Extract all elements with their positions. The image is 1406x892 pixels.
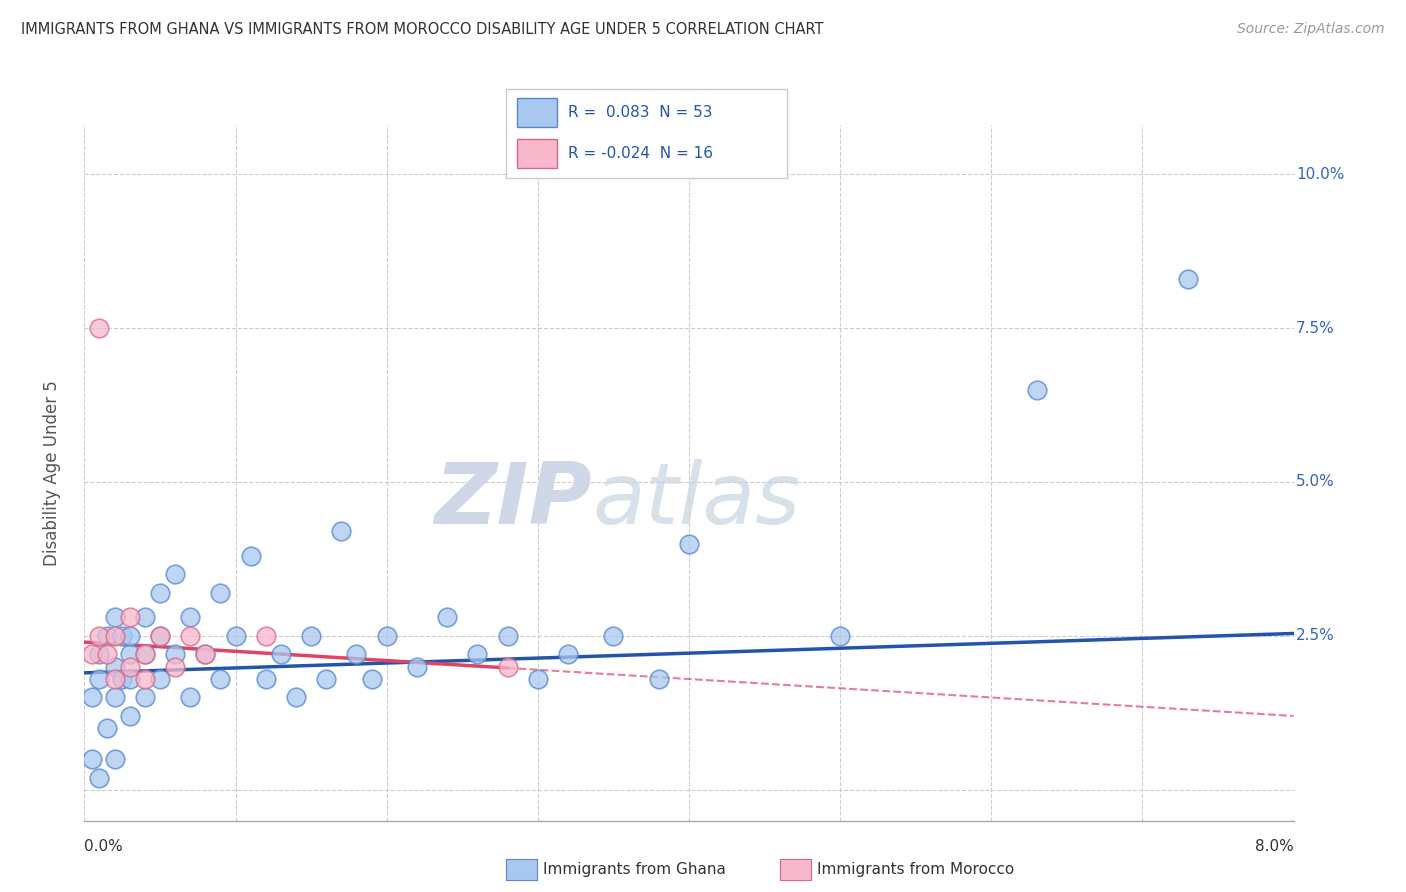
Point bbox=[179, 690, 201, 705]
Text: ZIP: ZIP bbox=[434, 459, 592, 542]
Point bbox=[96, 721, 118, 735]
Point bbox=[254, 672, 277, 686]
Point bbox=[149, 629, 172, 643]
Point bbox=[89, 321, 111, 335]
Point bbox=[209, 586, 232, 600]
Point bbox=[165, 567, 187, 582]
Point bbox=[89, 672, 111, 686]
Point bbox=[284, 690, 308, 705]
Point bbox=[104, 672, 127, 686]
Text: 0.0%: 0.0% bbox=[84, 839, 124, 855]
Point bbox=[436, 610, 458, 624]
Point bbox=[254, 629, 277, 643]
Text: R =  0.083  N = 53: R = 0.083 N = 53 bbox=[568, 105, 713, 120]
Point bbox=[678, 536, 700, 550]
Point bbox=[118, 648, 141, 662]
Bar bbox=[517, 98, 557, 127]
Point bbox=[375, 629, 398, 643]
Point bbox=[149, 629, 172, 643]
Point bbox=[80, 648, 103, 662]
Point bbox=[330, 524, 353, 539]
Point bbox=[179, 610, 201, 624]
Point bbox=[89, 771, 111, 785]
Point bbox=[149, 672, 172, 686]
Point bbox=[1025, 383, 1047, 397]
Point bbox=[360, 672, 382, 686]
Point bbox=[496, 659, 519, 673]
Text: 2.5%: 2.5% bbox=[1296, 629, 1334, 643]
Point bbox=[104, 610, 127, 624]
Point bbox=[134, 672, 156, 686]
Point bbox=[96, 629, 118, 643]
Point bbox=[179, 629, 201, 643]
Point bbox=[111, 629, 134, 643]
Point bbox=[557, 648, 579, 662]
Point bbox=[467, 648, 489, 662]
Point bbox=[134, 648, 156, 662]
Point bbox=[89, 629, 111, 643]
Point bbox=[194, 648, 217, 662]
Text: Immigrants from Ghana: Immigrants from Ghana bbox=[543, 863, 725, 877]
Point bbox=[602, 629, 624, 643]
Point bbox=[80, 690, 103, 705]
Point bbox=[134, 648, 156, 662]
Point bbox=[104, 690, 127, 705]
Point bbox=[346, 648, 368, 662]
Point bbox=[134, 690, 156, 705]
Point bbox=[134, 610, 156, 624]
Point bbox=[118, 629, 141, 643]
Text: 8.0%: 8.0% bbox=[1254, 839, 1294, 855]
Y-axis label: Disability Age Under 5: Disability Age Under 5 bbox=[42, 380, 60, 566]
Point bbox=[194, 648, 217, 662]
Point bbox=[111, 672, 134, 686]
Point bbox=[80, 752, 103, 766]
Point bbox=[527, 672, 550, 686]
Point bbox=[225, 629, 247, 643]
Point bbox=[118, 709, 141, 723]
Text: R = -0.024  N = 16: R = -0.024 N = 16 bbox=[568, 146, 713, 161]
Point bbox=[118, 610, 141, 624]
Text: 10.0%: 10.0% bbox=[1296, 167, 1344, 182]
Point bbox=[149, 586, 172, 600]
Text: 7.5%: 7.5% bbox=[1296, 320, 1334, 335]
Point bbox=[89, 648, 111, 662]
Point bbox=[118, 672, 141, 686]
Point bbox=[299, 629, 322, 643]
Point bbox=[830, 629, 852, 643]
Bar bbox=[517, 139, 557, 168]
Text: Source: ZipAtlas.com: Source: ZipAtlas.com bbox=[1237, 22, 1385, 37]
Point bbox=[209, 672, 232, 686]
Point bbox=[1177, 272, 1199, 286]
Point bbox=[270, 648, 292, 662]
Point bbox=[315, 672, 337, 686]
Point bbox=[104, 629, 127, 643]
Text: 5.0%: 5.0% bbox=[1296, 475, 1334, 490]
Text: Immigrants from Morocco: Immigrants from Morocco bbox=[817, 863, 1014, 877]
Point bbox=[647, 672, 671, 686]
Point bbox=[406, 659, 429, 673]
Point bbox=[118, 659, 141, 673]
Point bbox=[165, 648, 187, 662]
Text: IMMIGRANTS FROM GHANA VS IMMIGRANTS FROM MOROCCO DISABILITY AGE UNDER 5 CORRELAT: IMMIGRANTS FROM GHANA VS IMMIGRANTS FROM… bbox=[21, 22, 824, 37]
Text: atlas: atlas bbox=[592, 459, 800, 542]
Point bbox=[104, 752, 127, 766]
Point bbox=[239, 549, 262, 563]
Point bbox=[165, 659, 187, 673]
Point bbox=[104, 659, 127, 673]
Point bbox=[496, 629, 519, 643]
Point bbox=[96, 648, 118, 662]
